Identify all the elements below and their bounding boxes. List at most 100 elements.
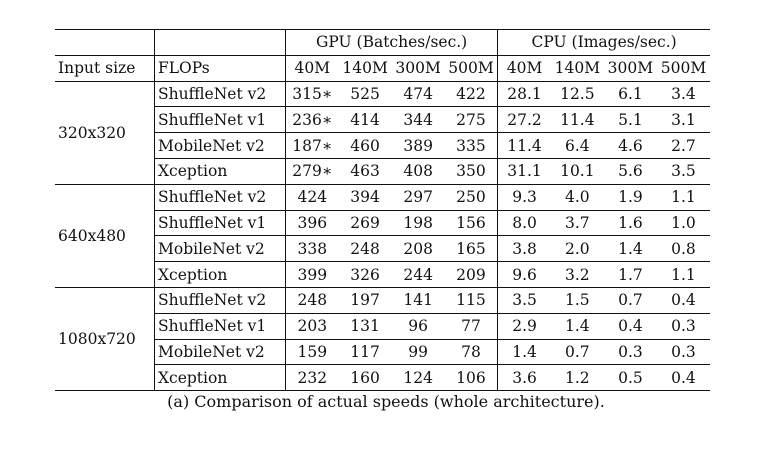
- gpu-value-cell: 141: [391, 287, 445, 314]
- gpu-value-cell: 124: [391, 364, 445, 392]
- gpu-value-cell: 396: [284, 210, 339, 237]
- input-size-cell: 640x480: [55, 184, 155, 288]
- gpu-value-cell: 198: [391, 210, 445, 237]
- cpu-value-cell: 0.8: [656, 235, 710, 263]
- cpu-value-cell: 0.3: [656, 339, 710, 366]
- input-size-cell: 1080x720: [55, 287, 155, 392]
- gpu-value-cell: 156: [444, 210, 498, 237]
- cpu-value-cell: 31.1: [497, 158, 551, 185]
- model-name-cell: Xception: [154, 364, 286, 392]
- model-name-cell: MobileNet v2: [154, 235, 286, 263]
- cpu-value-cell: 0.7: [603, 287, 657, 314]
- gpu-value-cell: 248: [284, 287, 339, 314]
- gpu-value-cell: 96: [391, 313, 445, 340]
- cpu-flops-header: 40M: [497, 55, 551, 82]
- table-row: ShuffleNet v1 236∗ 414 344 275 27.2 11.4 5.1 3.1: [55, 106, 710, 134]
- cpu-value-cell: 3.4: [656, 81, 710, 108]
- gpu-value-cell: 350: [444, 158, 498, 185]
- gpu-value-cell: 209: [444, 261, 498, 288]
- table-row: 640x480 ShuffleNet v2 424 394 297 250 9.3 4.0 1.…: [55, 184, 710, 288]
- gpu-value-cell: 269: [338, 210, 392, 237]
- cpu-value-cell: 1.2: [550, 364, 604, 392]
- gpu-value-cell: 187∗: [284, 132, 339, 159]
- cpu-value-cell: 0.7: [550, 339, 604, 366]
- gpu-value-cell: 115: [444, 287, 498, 314]
- cpu-value-cell: 2.0: [550, 235, 604, 263]
- model-name-cell: MobileNet v2: [154, 339, 286, 366]
- input-size-cell: 320x320: [55, 81, 155, 185]
- gpu-value-cell: 78: [444, 339, 498, 366]
- input-size-header: Input size: [55, 55, 155, 82]
- cpu-value-cell: 3.6: [497, 364, 551, 392]
- gpu-value-cell: 77: [444, 313, 498, 340]
- table-body: 320x320 ShuffleNet v2 315∗ 525 474 422 28.1 12.…: [55, 81, 710, 392]
- cpu-value-cell: 1.4: [497, 339, 551, 366]
- model-name-cell: ShuffleNet v1: [154, 210, 286, 237]
- table-caption: (a) Comparison of actual speeds (whole a…: [167, 392, 605, 411]
- cpu-value-cell: 1.9: [603, 184, 657, 211]
- cpu-value-cell: 1.6: [603, 210, 657, 237]
- gpu-group-header: GPU (Batches/sec.): [284, 29, 498, 56]
- flops-header: FLOPs: [154, 55, 286, 82]
- gpu-flops-header: 500M: [444, 55, 498, 82]
- cpu-value-cell: 12.5: [550, 81, 604, 108]
- table-row: Xception 279∗ 463 408 350 31.1 10.1 5.6 3.5: [55, 158, 710, 185]
- cpu-value-cell: 2.7: [656, 132, 710, 159]
- header-blank-model: [154, 29, 286, 56]
- cpu-value-cell: 4.6: [603, 132, 657, 159]
- cpu-value-cell: 6.4: [550, 132, 604, 159]
- gpu-value-cell: 297: [391, 184, 445, 211]
- table-row: MobileNet v2 338 248 208 165 3.8 2.0 1.4 0.8: [55, 235, 710, 263]
- gpu-value-cell: 525: [338, 81, 392, 108]
- cpu-value-cell: 5.1: [603, 106, 657, 134]
- gpu-value-cell: 389: [391, 132, 445, 159]
- cpu-value-cell: 0.3: [656, 313, 710, 340]
- gpu-value-cell: 424: [284, 184, 339, 211]
- gpu-flops-header: 140M: [338, 55, 392, 82]
- model-name-cell: Xception: [154, 158, 286, 185]
- gpu-value-cell: 394: [338, 184, 392, 211]
- gpu-value-cell: 160: [338, 364, 392, 392]
- model-name-cell: ShuffleNet v2: [154, 287, 286, 314]
- model-name-cell: MobileNet v2: [154, 132, 286, 159]
- gpu-value-cell: 117: [338, 339, 392, 366]
- cpu-value-cell: 3.8: [497, 235, 551, 263]
- gpu-value-cell: 248: [338, 235, 392, 263]
- cpu-value-cell: 11.4: [497, 132, 551, 159]
- cpu-value-cell: 1.7: [603, 261, 657, 288]
- table-row: ShuffleNet v1 203 131 96 77 2.9 1.4 0.4 0.3: [55, 313, 710, 340]
- cpu-value-cell: 0.4: [656, 364, 710, 392]
- gpu-value-cell: 474: [391, 81, 445, 108]
- gpu-value-cell: 279∗: [284, 158, 339, 185]
- cpu-value-cell: 3.5: [656, 158, 710, 185]
- gpu-value-cell: 197: [338, 287, 392, 314]
- model-name-cell: ShuffleNet v1: [154, 106, 286, 134]
- gpu-value-cell: 344: [391, 106, 445, 134]
- gpu-value-cell: 165: [444, 235, 498, 263]
- gpu-value-cell: 275: [444, 106, 498, 134]
- cpu-value-cell: 1.4: [603, 235, 657, 263]
- cpu-value-cell: 10.1: [550, 158, 604, 185]
- cpu-value-cell: 0.4: [656, 287, 710, 314]
- cpu-value-cell: 1.0: [656, 210, 710, 237]
- cpu-flops-header: 140M: [550, 55, 604, 82]
- speed-comparison-table-container: GPU (Batches/sec.) CPU (Images/sec.) Inp…: [55, 29, 710, 392]
- cpu-value-cell: 0.4: [603, 313, 657, 340]
- cpu-value-cell: 28.1: [497, 81, 551, 108]
- gpu-value-cell: 244: [391, 261, 445, 288]
- gpu-value-cell: 208: [391, 235, 445, 263]
- cpu-value-cell: 3.5: [497, 287, 551, 314]
- column-header-row: Input size FLOPs 40M 140M 300M 500M 40M …: [55, 55, 710, 82]
- cpu-value-cell: 1.1: [656, 261, 710, 288]
- gpu-value-cell: 460: [338, 132, 392, 159]
- gpu-value-cell: 203: [284, 313, 339, 340]
- gpu-value-cell: 335: [444, 132, 498, 159]
- cpu-value-cell: 11.4: [550, 106, 604, 134]
- table-row: Xception 399 326 244 209 9.6 3.2 1.7 1.1: [55, 261, 710, 288]
- cpu-value-cell: 1.4: [550, 313, 604, 340]
- table-row: 1080x720 ShuffleNet v2 248 197 141 115 3.5 1.5 0…: [55, 287, 710, 392]
- table-row: ShuffleNet v1 396 269 198 156 8.0 3.7 1.6 1.0: [55, 210, 710, 237]
- cpu-group-header: CPU (Images/sec.): [497, 29, 710, 56]
- cpu-value-cell: 5.6: [603, 158, 657, 185]
- cpu-value-cell: 27.2: [497, 106, 551, 134]
